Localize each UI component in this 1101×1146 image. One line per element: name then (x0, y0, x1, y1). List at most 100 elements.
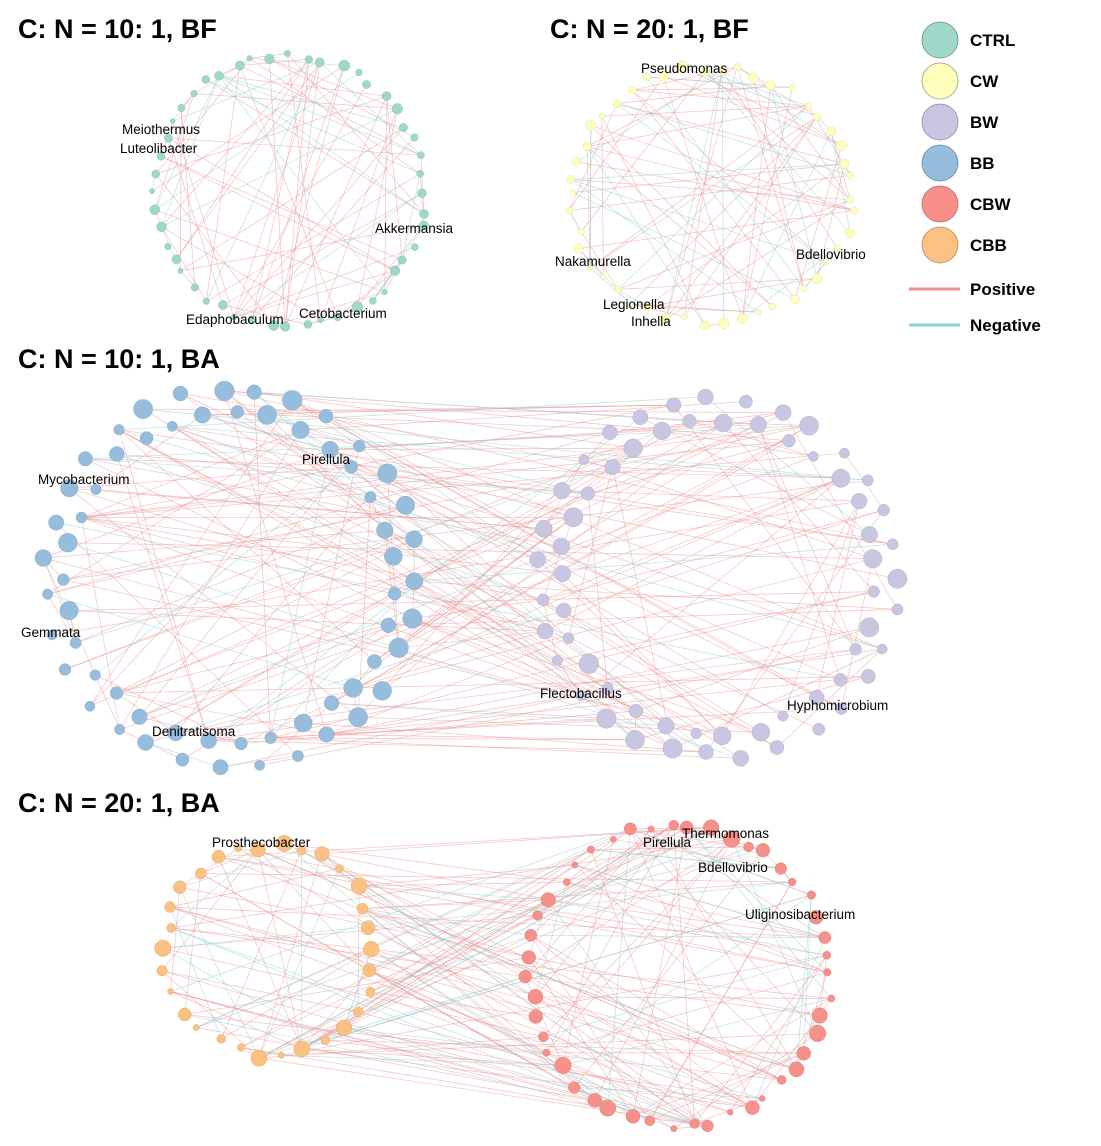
node-label: Legionella (603, 297, 665, 312)
network-node-bf10 (149, 188, 155, 194)
edge-positive (753, 77, 818, 117)
network-node-ba10 (89, 669, 101, 681)
edge-positive (665, 199, 851, 320)
edge-positive (705, 509, 884, 753)
edge-positive (557, 591, 874, 661)
network-node-ba20 (352, 1006, 364, 1018)
network-node-bf10 (368, 296, 377, 305)
network-node-ba10 (876, 643, 888, 655)
network-node-ba20 (624, 822, 637, 836)
edge-positive (321, 853, 753, 1108)
edge-negative (568, 210, 582, 232)
edge-positive (284, 62, 321, 327)
network-node-bf20 (676, 60, 688, 73)
network-node-bf20 (846, 171, 854, 179)
edge-positive (568, 76, 664, 211)
edge-negative (319, 62, 422, 156)
edge-negative (205, 79, 421, 175)
panel-title-bf20: C: N = 20: 1, BF (550, 14, 749, 44)
edge-negative (75, 466, 613, 644)
edge-negative (803, 894, 812, 1054)
edge-positive (574, 864, 828, 973)
edge-positive (357, 225, 425, 308)
network-node-ba10 (632, 409, 649, 426)
network-node-bf10 (351, 301, 363, 313)
edge-negative (359, 885, 549, 901)
network-node-ba10 (839, 447, 850, 459)
edge-positive (689, 420, 810, 427)
network-node-bf10 (362, 80, 371, 89)
edge-positive (184, 1014, 782, 1081)
network-node-bf10 (390, 265, 401, 276)
network-node-bf20 (800, 285, 808, 292)
network-node-bf10 (268, 320, 280, 331)
edge-positive (63, 579, 637, 712)
edge-negative (56, 522, 841, 681)
network-node-ba20 (236, 1043, 245, 1052)
edge-negative (208, 416, 641, 741)
edge-positive (357, 108, 398, 307)
edge-positive (535, 996, 708, 1127)
network-node-ba10 (859, 617, 880, 638)
network-node-ba20 (177, 1007, 192, 1022)
network-node-ba10 (230, 405, 244, 419)
edge-positive (224, 390, 790, 442)
network-node-ba20 (689, 1118, 700, 1129)
edge-negative (344, 1027, 708, 1127)
network-node-bf20 (614, 285, 622, 294)
edge-positive (758, 424, 841, 680)
network-node-bf20 (566, 175, 575, 184)
network-node-ba20 (250, 1049, 268, 1067)
edge-positive (371, 948, 797, 1070)
edge-positive (414, 422, 724, 582)
network-node-ba10 (751, 723, 770, 742)
edge-negative (414, 543, 893, 582)
network-node-ba10 (697, 388, 714, 406)
edge-negative (139, 559, 538, 718)
panel-title-bf10: C: N = 10: 1, BF (18, 14, 217, 44)
edge-positive (330, 447, 634, 450)
network-node-ba10 (799, 416, 819, 436)
edge-positive (43, 449, 331, 559)
network-node-ba10 (833, 673, 848, 687)
legend-label-cbb: CBB (970, 236, 1007, 255)
edge-negative (179, 850, 302, 888)
edge-negative (169, 906, 222, 1040)
network-node-ba20 (277, 1052, 285, 1059)
network-node-ba20 (211, 849, 226, 864)
edge-positive (617, 199, 851, 290)
network-node-ba10 (861, 669, 876, 684)
network-node-ba10 (57, 573, 70, 586)
network-node-ba20 (599, 1099, 617, 1117)
network-node-ba10 (862, 474, 874, 487)
edge-negative (803, 248, 838, 289)
edge-negative (270, 581, 415, 739)
network-node-bf10 (314, 57, 325, 68)
network-node-ba10 (348, 707, 368, 727)
edge-positive (253, 392, 271, 738)
edge-positive (420, 155, 425, 214)
edge-positive (161, 226, 207, 302)
edge-positive (321, 827, 712, 855)
edge-positive (170, 991, 595, 1101)
edge-negative (705, 71, 809, 107)
network-node-ba20 (809, 1024, 827, 1042)
edge-positive (118, 429, 608, 689)
node-label: Inhella (631, 314, 671, 329)
network-node-ba10 (529, 551, 546, 568)
edge-negative (570, 163, 845, 180)
edge-positive (257, 849, 782, 1081)
edge-positive (168, 137, 396, 272)
edge-positive (281, 954, 827, 1056)
legend-label-positive: Positive (970, 280, 1035, 299)
edge-positive (398, 425, 810, 649)
edge-positive (284, 95, 387, 327)
network-node-ba10 (601, 682, 614, 695)
network-node-ba10 (372, 681, 392, 701)
network-node-bf10 (177, 268, 184, 274)
edge-positive (632, 89, 796, 300)
network-node-ba10 (114, 724, 126, 735)
edge-positive (525, 838, 732, 977)
edge-negative (548, 849, 764, 901)
edge-positive (530, 935, 753, 1108)
